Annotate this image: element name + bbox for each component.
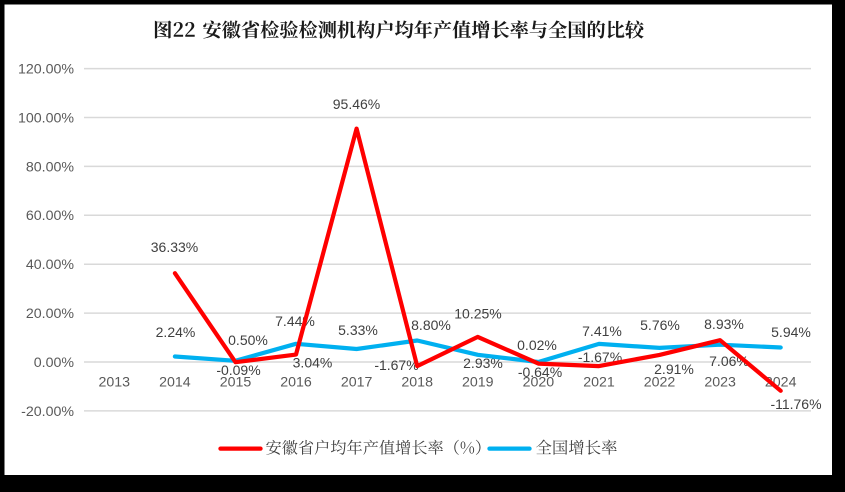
svg-text:7.44%: 7.44% (275, 313, 315, 329)
svg-text:0.02%: 0.02% (517, 337, 557, 353)
svg-text:2.24%: 2.24% (156, 324, 196, 340)
svg-text:7.41%: 7.41% (582, 323, 622, 339)
svg-text:5.33%: 5.33% (338, 322, 378, 338)
svg-text:36.33%: 36.33% (151, 239, 198, 255)
svg-text:2022: 2022 (644, 375, 676, 391)
svg-text:-0.64%: -0.64% (518, 364, 562, 380)
svg-text:2021: 2021 (583, 375, 615, 391)
svg-text:2.91%: 2.91% (654, 361, 694, 377)
svg-text:0.00%: 0.00% (34, 355, 75, 371)
svg-text:-20.00%: -20.00% (21, 404, 74, 420)
svg-text:5.94%: 5.94% (771, 324, 811, 340)
svg-text:-0.09%: -0.09% (216, 362, 260, 378)
svg-text:8.93%: 8.93% (704, 316, 744, 332)
svg-text:2019: 2019 (462, 375, 494, 391)
svg-text:5.76%: 5.76% (640, 317, 680, 333)
svg-text:2014: 2014 (159, 375, 191, 391)
svg-text:2016: 2016 (280, 375, 312, 391)
svg-text:2018: 2018 (401, 375, 433, 391)
svg-text:8.80%: 8.80% (411, 317, 451, 333)
svg-text:20.00%: 20.00% (26, 306, 75, 322)
svg-text:120.00%: 120.00% (18, 62, 74, 78)
svg-text:2015: 2015 (220, 375, 252, 391)
svg-text:2023: 2023 (704, 375, 736, 391)
svg-text:2017: 2017 (341, 375, 373, 391)
svg-text:80.00%: 80.00% (26, 159, 75, 175)
svg-text:-1.67%: -1.67% (374, 357, 418, 373)
svg-text:10.25%: 10.25% (454, 306, 501, 322)
svg-text:60.00%: 60.00% (26, 208, 75, 224)
svg-text:95.46%: 95.46% (333, 96, 380, 112)
svg-text:40.00%: 40.00% (26, 257, 75, 273)
svg-text:2013: 2013 (99, 375, 131, 391)
svg-text:3.04%: 3.04% (293, 355, 333, 371)
svg-text:0.50%: 0.50% (228, 332, 268, 348)
svg-text:2020: 2020 (523, 375, 555, 391)
svg-text:-1.67%: -1.67% (578, 349, 622, 365)
svg-text:-11.76%: -11.76% (770, 396, 821, 412)
svg-text:100.00%: 100.00% (18, 110, 74, 126)
svg-text:2.93%: 2.93% (463, 355, 503, 371)
